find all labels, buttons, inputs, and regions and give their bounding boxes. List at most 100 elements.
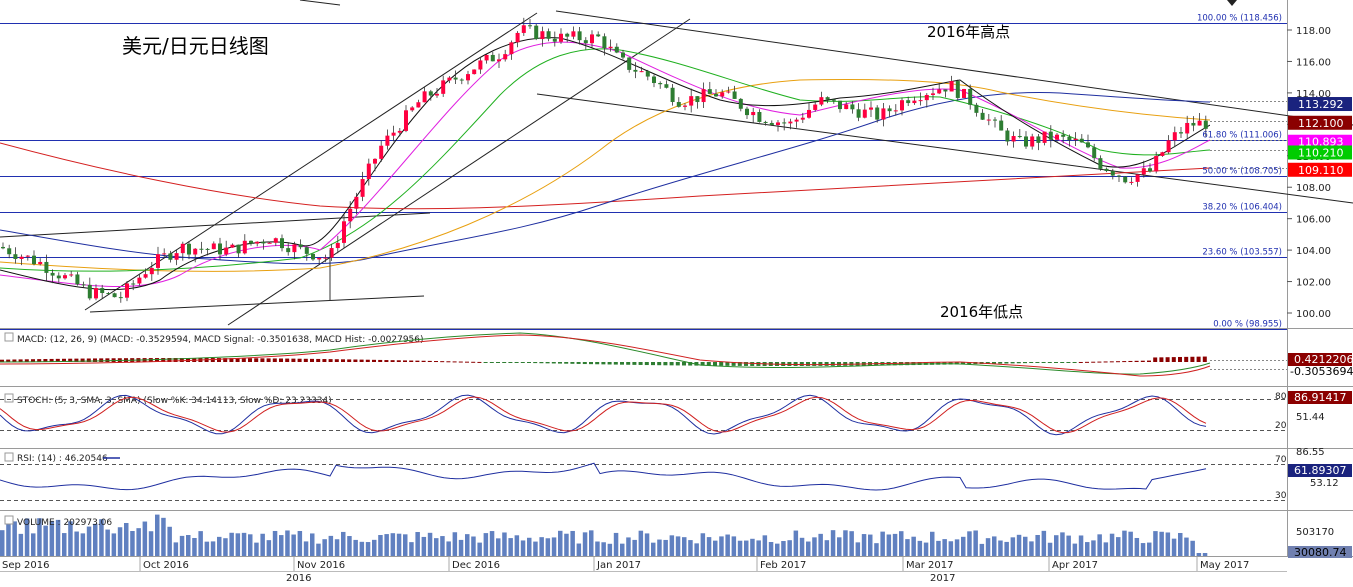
candle-body-140 [869, 107, 873, 110]
candle-body-1 [7, 248, 12, 255]
macd-bar-71 [440, 361, 445, 363]
candle-body-132 [819, 97, 824, 105]
trendline-top-left [299, 0, 341, 6]
volume-tag: 30080.74 [1294, 546, 1347, 559]
candle-body-36 [224, 247, 229, 255]
volume-bar-144 [892, 533, 898, 556]
macd-bar-48 [297, 358, 302, 362]
candle-body-175 [1086, 142, 1090, 148]
price-tick-label-1: 116.00 [1296, 57, 1331, 68]
candle-body-177 [1098, 158, 1103, 169]
volume-bar-7 [43, 525, 48, 556]
macd-bar-79 [489, 362, 494, 363]
macd-bar-103 [638, 362, 643, 365]
macd-bar-116 [719, 362, 724, 366]
macd-bar-18 [111, 358, 116, 362]
macd-bar-83 [514, 362, 519, 363]
volume-bar-55 [341, 531, 346, 556]
candle-body-52 [323, 257, 328, 259]
volume-bar-104 [644, 533, 650, 556]
macd-bar-75 [465, 361, 469, 363]
volume-bar-96 [595, 541, 600, 556]
year-label-0: 2016 [286, 573, 311, 583]
candle-body-87 [540, 31, 545, 40]
macd-bar-102 [632, 362, 637, 365]
volume-bar-2 [12, 521, 17, 556]
candle-body-8 [50, 272, 55, 276]
volume-bar-163 [1010, 537, 1016, 556]
macd-bar-119 [737, 362, 742, 366]
macd-bar-65 [403, 360, 407, 362]
candle-body-128 [794, 119, 799, 122]
macd-bar-174 [1078, 361, 1083, 363]
macd-bar-182 [1128, 360, 1133, 362]
candle-body-19 [118, 297, 123, 299]
fib-labels: 100.00 % (118.456) 61.80 % (111.006) 50.00… [1197, 14, 1282, 330]
macd-bar-84 [520, 362, 525, 363]
macd-bar-154 [954, 362, 959, 365]
volume-bar-23 [142, 521, 148, 556]
fib-label-0: 100.00 % (118.456) [1197, 14, 1282, 24]
price-tag-0: 113.292 [1298, 98, 1344, 111]
candle-body-126 [782, 122, 787, 124]
fib-label-3: 38.20 % (106.404) [1202, 203, 1282, 213]
candle-body-12 [75, 274, 80, 285]
macd-bar-153 [948, 362, 953, 365]
candle-body-156 [968, 88, 973, 105]
macd-tag-1: 0.4212206 [1294, 353, 1353, 366]
fib-label-1: 61.80 % (111.006) [1202, 131, 1282, 141]
macd-bar-12 [74, 358, 79, 362]
macd-bar-59 [365, 359, 370, 362]
candle-body-43 [267, 242, 272, 244]
rsi-pane: RSI: (14) : 46.20546 70 30 86.55 53.12 [0, 447, 1339, 501]
candle-body-155 [962, 88, 966, 98]
volume-bar-143 [886, 534, 892, 556]
volume-bar-194 [1202, 553, 1208, 556]
volume-bar-54 [334, 539, 340, 556]
volume-bar-185 [1147, 542, 1152, 556]
macd-bar-3 [18, 359, 23, 362]
volume-bar-28 [173, 542, 179, 556]
macd-bar-135 [837, 362, 841, 366]
volume-bar-152 [942, 539, 947, 556]
candle-body-63 [391, 132, 396, 136]
candle-body-80 [497, 59, 501, 62]
macd-bar-93 [576, 362, 581, 364]
macd-bar-66 [409, 360, 414, 362]
macd-bar-109 [675, 362, 680, 366]
volume-bar-18 [111, 533, 117, 556]
candle-body-100 [621, 52, 625, 58]
stoch-d-line [0, 396, 1207, 434]
volume-bar-170 [1054, 535, 1059, 556]
volume-bar-187 [1159, 531, 1164, 556]
macd-bar-193 [1196, 356, 1201, 362]
stoch-axis-51: 51.44 [1296, 412, 1325, 423]
price-tag-box-2 [1288, 134, 1352, 149]
candle-body-158 [980, 112, 985, 120]
macd-bar-55 [341, 359, 345, 362]
month-label-2: Nov 2016 [297, 560, 345, 571]
macd-bar-34 [210, 358, 215, 362]
candle-body-28 [174, 253, 179, 260]
macd-bar-2 [12, 359, 17, 362]
macd-bar-68 [421, 360, 426, 362]
macd-bar-40 [248, 358, 252, 362]
candle-body-115 [714, 93, 718, 97]
macd-bar-173 [1072, 362, 1077, 363]
volume-bar-68 [421, 536, 427, 556]
volume-bar-27 [167, 526, 172, 556]
candle-body-171 [1061, 134, 1066, 137]
volume-bar-113 [700, 533, 706, 556]
macd-bar-27 [167, 358, 172, 362]
candle-body-139 [862, 109, 867, 118]
volume-bar-60 [372, 539, 377, 556]
candle-body-148 [918, 100, 923, 102]
candle-body-71 [441, 80, 446, 94]
macd-bar-5 [31, 359, 35, 362]
macd-bar-105 [651, 362, 655, 366]
macd-bar-184 [1140, 360, 1145, 362]
candle-body-187 [1160, 152, 1165, 156]
candle-body-34 [211, 243, 216, 250]
macd-bar-171 [1060, 362, 1065, 363]
candle-body-10 [63, 275, 67, 279]
